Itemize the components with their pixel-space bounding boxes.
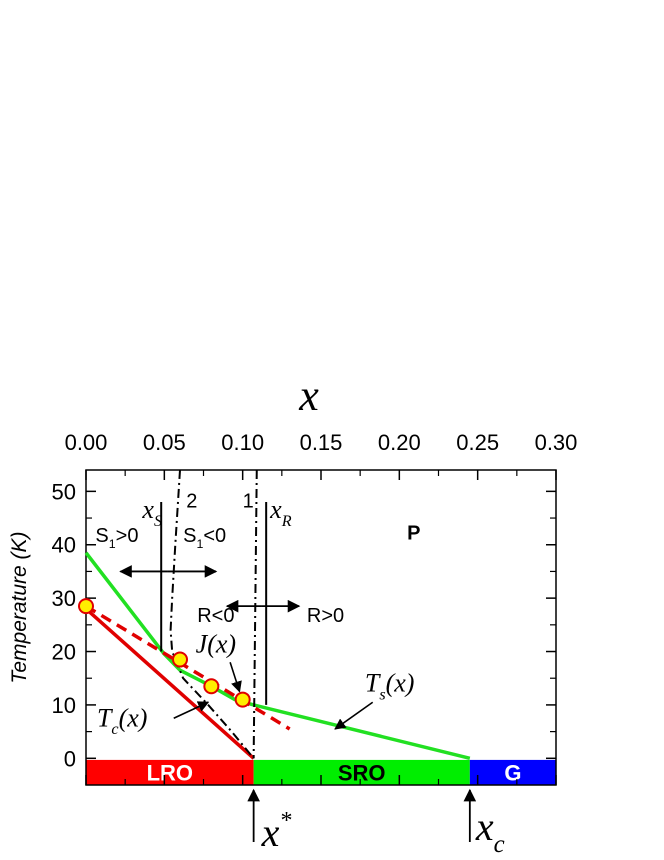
r-negative-label: R<0: [197, 605, 234, 627]
band-lro: [86, 759, 254, 785]
curve-1-label: 1: [243, 490, 254, 512]
annotation-layer: xS xR 2 1 S1>0 S1<0 R<0 R>0 P Tc(x) Ts(x) J(x) x* xc: [95, 490, 504, 858]
y-tick-label: 40: [52, 533, 76, 558]
band-layer: LRO SRO G: [86, 759, 556, 785]
curve-2-label: 2: [186, 490, 197, 512]
y-tick-label: 20: [52, 640, 76, 665]
xs-label: xS: [141, 495, 162, 530]
s1-positive-label: S1>0: [95, 525, 138, 551]
x-tick-label: 0.15: [300, 430, 343, 455]
r-positive-label: R>0: [307, 605, 344, 627]
band-label-sro: SRO: [338, 760, 386, 785]
tc-label: Tc(x): [97, 703, 147, 738]
y-axis-label: Temperature (K): [8, 531, 31, 683]
y-tick-label: 0: [64, 746, 76, 771]
phase-p-label: P: [407, 522, 420, 544]
x-tick-label: 0.00: [65, 430, 108, 455]
j-arrow: [229, 661, 242, 693]
marker-layer: [78, 598, 251, 708]
y-tick-label: 50: [52, 479, 76, 504]
plot-frame: 0.00 0.05 0.10 0.15 0.20 0.25 0.30 0 10 20 30 40 50 x…: [8, 371, 578, 786]
band-label-lro: LRO: [147, 760, 193, 785]
series-t-c-x-: [84, 607, 255, 760]
band-sro: [253, 759, 470, 785]
x-tick-label: 0.05: [143, 430, 186, 455]
series-layer: [84, 469, 471, 761]
j-marker: [203, 678, 220, 695]
ts-label: Ts(x): [365, 669, 415, 704]
series-curve-2: [169, 469, 255, 759]
xr-label: xR: [269, 495, 292, 530]
x-tick-label: 0.30: [535, 430, 578, 455]
x-tick-label: 0.20: [378, 430, 421, 455]
j-marker: [234, 691, 251, 708]
x-star-label: x*: [261, 808, 292, 855]
y-tick-label: 30: [52, 586, 76, 611]
tc-arrow: [173, 701, 210, 719]
series-curve-1: [252, 469, 258, 759]
x-tick-label: 0.25: [456, 430, 499, 455]
x-tick-label: 0.10: [221, 430, 264, 455]
j-marker: [172, 651, 188, 668]
j-marker: [78, 598, 94, 615]
ts-arrow: [334, 701, 374, 730]
series-j-x-: [85, 604, 291, 731]
s1-negative-label: S1<0: [183, 525, 226, 551]
band-label-g: G: [504, 760, 521, 785]
band-g: [469, 759, 556, 785]
j-label: J(x): [196, 630, 236, 659]
y-tick-label: 10: [52, 693, 76, 718]
x-axis-label: x: [298, 371, 319, 420]
x-c-label: xc: [475, 804, 505, 858]
